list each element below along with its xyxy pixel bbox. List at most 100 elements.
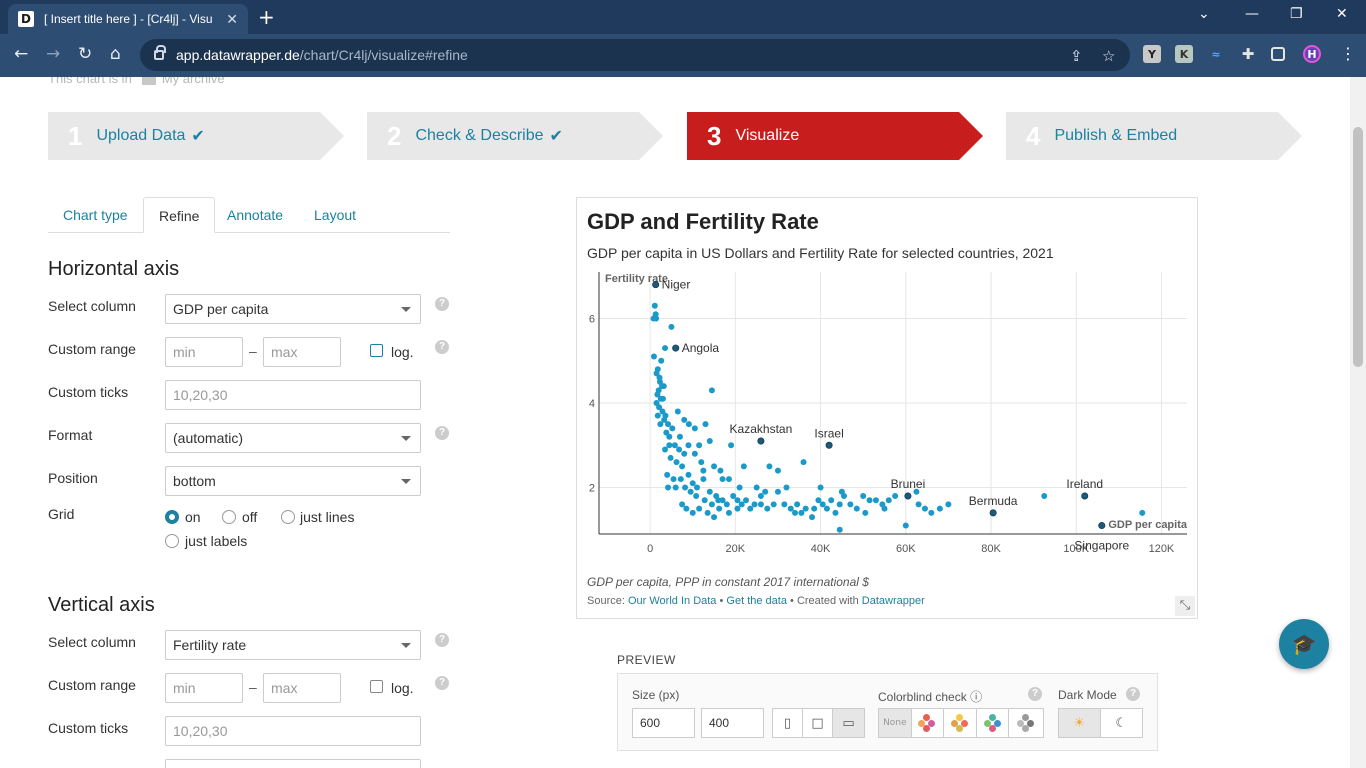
h-select-column-dropdown[interactable]: GDP per capita: [165, 294, 421, 324]
tab-layout[interactable]: Layout: [314, 207, 357, 223]
data-point: [653, 315, 660, 322]
help-icon[interactable]: ?: [435, 340, 449, 354]
tab-chart-type[interactable]: Chart type: [63, 207, 128, 223]
moon-icon[interactable]: ☾: [1115, 715, 1128, 731]
colorblind-grayscale-icon[interactable]: [1009, 709, 1043, 737]
data-point: [862, 509, 869, 516]
tab-annotate[interactable]: Annotate: [227, 207, 284, 223]
h-grid-label: Grid: [48, 506, 75, 522]
get-data-link[interactable]: Get the data: [726, 595, 787, 607]
desktop-icon[interactable]: ▭: [833, 709, 864, 737]
colorblind-deuteranopia-icon[interactable]: [944, 709, 977, 737]
ycombinator-extension-icon[interactable]: Y: [1143, 45, 1161, 63]
h-log-checkbox[interactable]: [370, 344, 383, 357]
v-range-min-input[interactable]: min: [165, 673, 243, 703]
data-point: [662, 446, 669, 453]
forward-icon[interactable]: →: [46, 44, 61, 64]
help-icon[interactable]: ?: [1028, 687, 1042, 701]
step-publish-embed[interactable]: 4 Publish & Embed: [1006, 112, 1302, 160]
extensions-puzzle-icon[interactable]: ✚: [1241, 45, 1255, 63]
back-icon[interactable]: ←: [14, 44, 29, 64]
h-position-dropdown[interactable]: bottom: [165, 466, 421, 496]
tab-search-icon[interactable]: ⌄: [1198, 6, 1210, 22]
address-bar[interactable]: app.datawrapper.de/chart/Cr4lj/visualize…: [140, 39, 1130, 71]
v-range-max-input[interactable]: max: [263, 673, 341, 703]
step-number: 1: [68, 120, 83, 151]
profile-avatar-icon[interactable]: H: [1303, 45, 1321, 63]
h-range-max-input[interactable]: max: [263, 337, 341, 367]
data-point: [668, 323, 675, 330]
highlight-point: [825, 441, 833, 449]
data-point: [700, 467, 707, 474]
h-custom-ticks-input[interactable]: 10,20,30: [165, 380, 421, 410]
step-upload-data[interactable]: 1 Upload Data ✔: [48, 112, 344, 160]
chart-subtitle: GDP per capita in US Dollars and Fertili…: [587, 245, 1054, 261]
v-select-column-dropdown[interactable]: Fertility rate: [165, 630, 421, 660]
step-visualize[interactable]: 3 Visualize: [687, 112, 983, 160]
archive-folder-link[interactable]: My archive: [161, 77, 225, 86]
colorblind-tritanopia-icon[interactable]: [977, 709, 1010, 737]
help-icon[interactable]: ?: [1126, 687, 1140, 701]
share-icon[interactable]: ⇪: [1070, 47, 1083, 65]
h-range-min-input[interactable]: min: [165, 337, 243, 367]
new-tab-icon[interactable]: +: [258, 5, 275, 29]
help-icon[interactable]: ?: [435, 297, 449, 311]
colorblind-label-text: Colorblind check: [878, 690, 967, 704]
academy-help-button[interactable]: 🎓: [1279, 619, 1329, 669]
data-point: [740, 463, 747, 470]
h-format-dropdown[interactable]: (automatic): [165, 423, 421, 453]
browser-menu-icon[interactable]: ⋮: [1340, 44, 1356, 63]
close-window-icon[interactable]: ✕: [1336, 6, 1348, 22]
preview-heading: PREVIEW: [617, 653, 676, 667]
wave-extension-icon[interactable]: ≈: [1211, 47, 1221, 61]
data-point: [853, 505, 860, 512]
source-link[interactable]: Our World In Data: [627, 595, 717, 607]
tab-refine[interactable]: Refine: [143, 197, 216, 233]
scrollbar-thumb[interactable]: [1353, 127, 1363, 367]
highlight-point: [672, 344, 680, 352]
k-extension-icon[interactable]: K: [1175, 45, 1193, 63]
help-icon[interactable]: ?: [435, 426, 449, 440]
chart-title: GDP and Fertility Rate: [587, 209, 819, 234]
tablet-icon[interactable]: □: [803, 709, 833, 737]
colorblind-none[interactable]: None: [879, 709, 912, 737]
minimize-icon[interactable]: —: [1245, 6, 1259, 22]
sun-icon[interactable]: ☀: [1059, 709, 1101, 737]
browser-tab[interactable]: D [ Insert title here ] - [Cr4lj] - Visu…: [8, 4, 248, 34]
data-point: [691, 450, 698, 457]
data-point: [832, 509, 839, 516]
data-point: [656, 404, 663, 411]
data-point: [660, 383, 667, 390]
grid-on-radio[interactable]: [165, 510, 179, 524]
grid-just-lines-radio[interactable]: [281, 510, 295, 524]
colorblind-protanopia-icon[interactable]: [912, 709, 945, 737]
maximize-icon[interactable]: ❐: [1290, 6, 1303, 22]
v-custom-ticks-input[interactable]: 10,20,30: [165, 716, 421, 746]
bookmark-star-icon[interactable]: ☆: [1102, 47, 1116, 65]
page-scrollbar[interactable]: [1350, 77, 1366, 768]
created-with-text: Created with: [796, 595, 859, 607]
grid-just-labels-radio[interactable]: [165, 534, 179, 548]
datawrapper-link[interactable]: Datawrapper: [861, 595, 925, 607]
lock-icon[interactable]: [154, 45, 166, 60]
h-custom-range-label: Custom range: [48, 341, 136, 357]
data-point: [928, 509, 935, 516]
data-point: [847, 501, 854, 508]
side-panel-icon[interactable]: [1271, 47, 1285, 61]
reload-icon[interactable]: ↻: [78, 44, 93, 64]
step-check-describe[interactable]: 2 Check & Describe ✔: [367, 112, 663, 160]
data-point: [802, 505, 809, 512]
width-input[interactable]: 600: [632, 708, 695, 738]
help-icon[interactable]: ?: [435, 633, 449, 647]
resize-handle-icon[interactable]: ⤡: [1175, 596, 1195, 616]
v-log-checkbox[interactable]: [370, 680, 383, 693]
data-point: [666, 433, 673, 440]
v-format-dropdown[interactable]: [165, 759, 421, 768]
mobile-icon[interactable]: ▯: [773, 709, 803, 737]
caret-down-icon: [401, 307, 411, 312]
height-input[interactable]: 400: [701, 708, 764, 738]
grid-off-radio[interactable]: [222, 510, 236, 524]
home-icon[interactable]: ⌂: [110, 44, 121, 64]
help-icon[interactable]: ?: [435, 676, 449, 690]
close-tab-icon[interactable]: ✕: [226, 10, 238, 27]
